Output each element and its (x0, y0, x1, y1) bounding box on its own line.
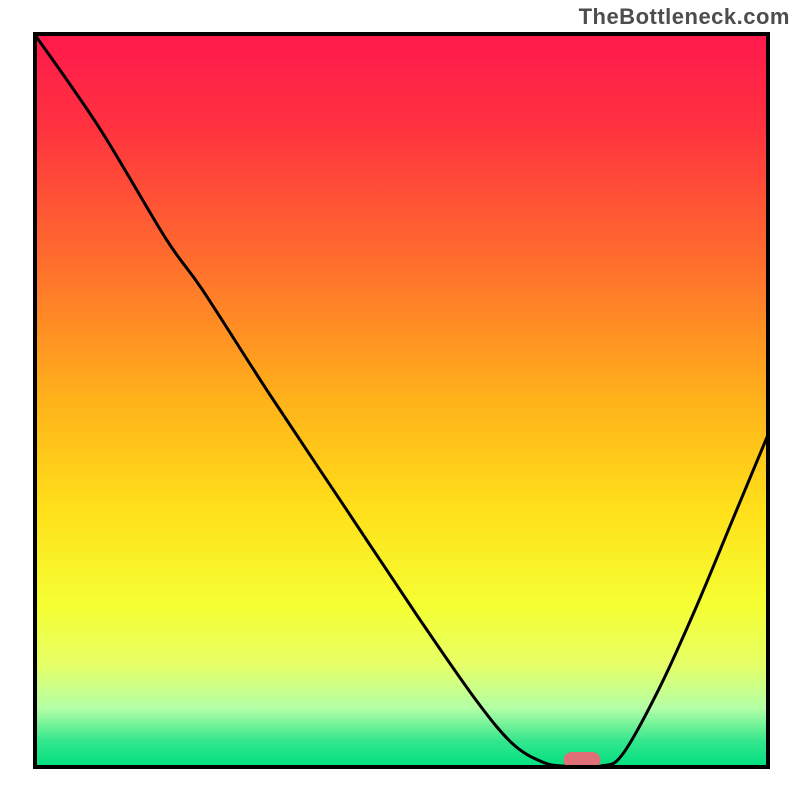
plot-background (35, 34, 768, 767)
watermark-text: TheBottleneck.com (579, 4, 790, 30)
chart-container: TheBottleneck.com (0, 0, 800, 800)
bottleneck-chart (0, 0, 800, 800)
